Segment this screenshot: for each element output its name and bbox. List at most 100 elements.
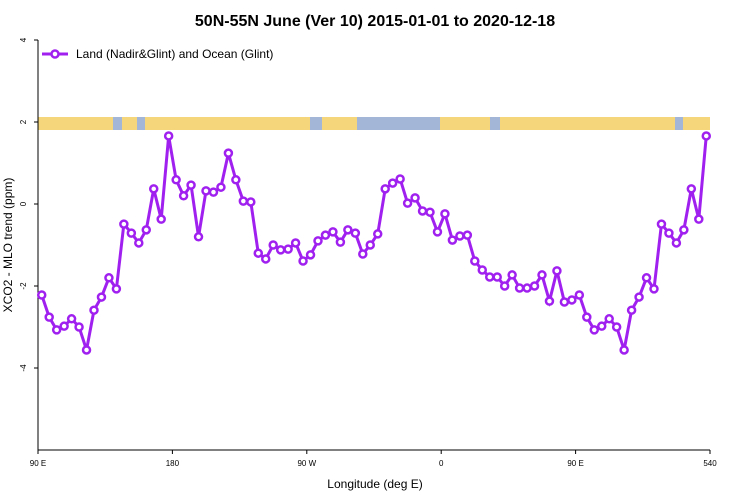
data-point <box>455 231 465 241</box>
land-band <box>145 117 310 130</box>
data-point <box>589 325 600 335</box>
data-point <box>51 325 62 335</box>
y-tick-label: -4 <box>19 364 28 372</box>
data-point <box>178 191 189 201</box>
data-point <box>380 184 390 194</box>
data-point <box>559 297 570 307</box>
data-point <box>447 235 458 245</box>
data-point <box>634 292 644 302</box>
data-point <box>268 240 278 250</box>
land-band <box>322 117 357 130</box>
legend-label: Land (Nadir&Glint) and Ocean (Glint) <box>76 47 273 61</box>
data-point <box>283 244 293 254</box>
data-point <box>582 312 592 322</box>
data-point <box>462 230 473 240</box>
x-axis-label: Longitude (deg E) <box>327 477 422 491</box>
data-point <box>111 284 122 294</box>
data-point <box>59 321 69 331</box>
data-point <box>358 249 368 259</box>
data-point <box>649 284 659 294</box>
data-point <box>89 305 99 315</box>
data-point <box>440 209 450 219</box>
chart-title: 50N-55N June (Ver 10) 2015-01-01 to 2020… <box>195 13 555 30</box>
data-point <box>246 197 256 207</box>
data-point <box>320 230 331 240</box>
data-point <box>619 345 629 355</box>
legend-marker <box>50 49 60 59</box>
data-point <box>343 225 353 235</box>
data-point <box>253 248 264 258</box>
y-tick-label: 4 <box>19 37 28 42</box>
data-point <box>163 131 174 141</box>
data-point <box>544 296 555 306</box>
data-point <box>432 227 443 237</box>
data-point <box>238 196 249 206</box>
data-point <box>470 256 480 266</box>
land-band <box>440 117 490 130</box>
data-point <box>44 312 54 322</box>
y-tick-label: 2 <box>19 119 28 124</box>
data-point <box>104 273 114 283</box>
data-point <box>611 322 622 332</box>
data-point <box>74 322 84 332</box>
x-tick-label: 90 E <box>30 459 46 468</box>
y-tick-label: 0 <box>19 201 28 206</box>
land-band <box>38 117 113 130</box>
data-point <box>66 314 77 324</box>
x-tick-label: 90 W <box>297 459 316 468</box>
data-point <box>604 314 614 324</box>
data-point <box>365 240 376 250</box>
data-point <box>596 321 607 331</box>
data-point <box>671 238 682 248</box>
data-point <box>567 295 577 305</box>
data-point <box>216 182 226 192</box>
land-band <box>500 117 675 130</box>
data-point <box>499 281 510 291</box>
x-tick-label: 540 <box>703 459 717 468</box>
data-point <box>119 219 129 229</box>
data-point <box>186 180 196 190</box>
data-point <box>275 245 286 255</box>
data-point <box>298 256 308 266</box>
data-point <box>507 270 517 280</box>
data-point <box>141 225 152 235</box>
data-point <box>208 187 219 197</box>
data-point <box>260 254 271 264</box>
data-point <box>529 281 540 291</box>
data-point <box>134 238 144 248</box>
data-point <box>328 227 338 237</box>
data-point <box>484 272 495 282</box>
x-tick-label: 180 <box>166 459 180 468</box>
data-point <box>36 290 47 300</box>
data-point <box>156 214 166 224</box>
data-point <box>410 193 420 203</box>
x-tick-label: 90 E <box>567 459 583 468</box>
data-point <box>522 283 532 293</box>
data-point <box>350 228 361 238</box>
data-point <box>290 238 301 248</box>
data-point <box>694 214 704 224</box>
data-point <box>514 283 525 293</box>
data-point <box>395 174 405 184</box>
data-point <box>477 265 488 275</box>
data-point <box>201 186 211 196</box>
data-point <box>537 270 547 280</box>
data-point <box>126 228 137 238</box>
data-point <box>679 225 689 235</box>
land-band <box>122 117 137 130</box>
data-point <box>223 148 234 158</box>
data-point <box>552 266 562 276</box>
data-point <box>701 131 712 141</box>
data-point <box>641 273 652 283</box>
data-point <box>231 175 241 185</box>
y-tick-label: -2 <box>19 282 28 290</box>
data-point <box>492 272 502 282</box>
data-point <box>372 229 383 239</box>
y-axis-label: XCO2 - MLO trend (ppm) <box>1 178 15 313</box>
data-point <box>193 232 204 242</box>
data-point <box>664 228 674 238</box>
data-point <box>686 184 697 194</box>
data-point <box>656 219 667 229</box>
data-point <box>171 175 181 185</box>
